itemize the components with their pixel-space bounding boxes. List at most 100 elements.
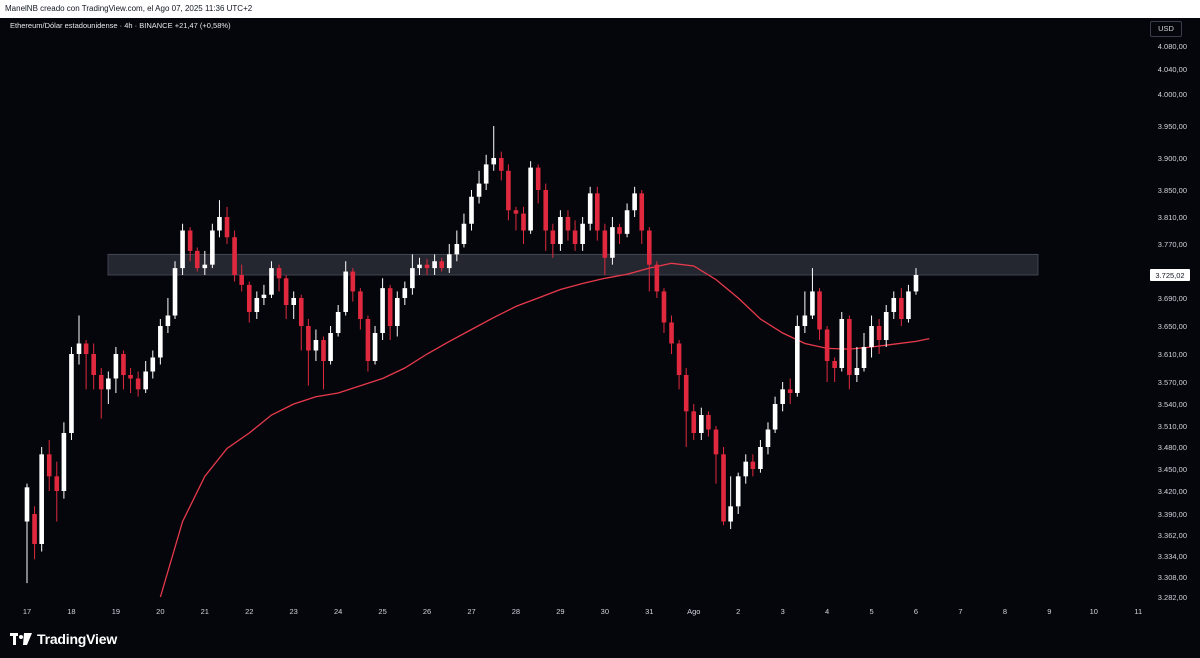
candle-down	[647, 230, 652, 265]
candle-down	[787, 389, 793, 393]
candle-down	[617, 227, 622, 234]
time-axis-label: 5	[869, 607, 873, 616]
candle-up	[39, 454, 44, 544]
candle-down	[365, 319, 371, 361]
time-axis-label: 3	[781, 607, 785, 616]
candle-up	[735, 476, 741, 507]
candle-down	[706, 415, 711, 430]
time-axis-label: 17	[23, 607, 31, 616]
candle-down	[276, 268, 282, 279]
candle-up	[810, 291, 815, 316]
candle-up	[772, 404, 778, 430]
candle-down	[683, 375, 689, 412]
candle-up	[202, 264, 208, 269]
candle-down	[194, 250, 200, 269]
time-axis-label: 24	[334, 607, 342, 616]
price-axis-label: 3.540,00	[1158, 400, 1187, 409]
candle-down	[46, 454, 52, 477]
candle-up	[795, 326, 800, 393]
candle-down	[358, 291, 363, 319]
candle-up	[891, 298, 897, 312]
time-axis-label: 27	[467, 607, 475, 616]
time-axis-label: 18	[67, 607, 75, 616]
price-axis-label: 3.900,00	[1158, 154, 1187, 163]
candle-up	[580, 223, 585, 244]
candle-down	[54, 476, 60, 491]
candle-down	[350, 271, 356, 292]
candle-down	[32, 514, 37, 544]
candle-up	[906, 291, 911, 319]
candle-up	[913, 275, 919, 292]
price-axis-label: 3.570,00	[1158, 378, 1187, 387]
candle-up	[839, 319, 845, 368]
candle-up	[113, 354, 119, 379]
price-axis-label: 3.308,00	[1158, 573, 1187, 582]
time-axis-label: 6	[914, 607, 918, 616]
price-axis-label: 4.040,00	[1158, 65, 1187, 74]
candle-down	[847, 319, 852, 375]
candle-down	[565, 217, 571, 231]
candle-up	[410, 268, 415, 289]
price-axis-label: 4.000,00	[1158, 90, 1187, 99]
candle-up	[402, 288, 408, 298]
candle-down	[572, 230, 578, 244]
candle-down	[676, 343, 682, 375]
time-axis-label: 7	[958, 607, 962, 616]
candle-up	[476, 183, 482, 197]
candle-up	[210, 230, 215, 265]
candle-down	[387, 288, 393, 326]
time-axis-label: 22	[245, 607, 253, 616]
moving-average-line	[159, 262, 930, 598]
candle-up	[728, 506, 733, 522]
time-axis-label: 4	[825, 607, 829, 616]
candle-up	[802, 315, 808, 326]
candle-up	[24, 487, 30, 522]
time-axis-label: 23	[290, 607, 298, 616]
candle-down	[128, 375, 133, 379]
candle-up	[261, 294, 267, 298]
candle-up	[269, 268, 274, 295]
candle-up	[172, 268, 178, 316]
price-axis-label: 3.690,00	[1158, 294, 1187, 303]
candle-down	[498, 158, 504, 171]
candle-down	[543, 190, 549, 231]
candle-up	[446, 254, 452, 269]
price-axis-label: 3.334,00	[1158, 552, 1187, 561]
candle-up	[394, 298, 400, 326]
candle-down	[506, 170, 511, 211]
price-axis-label: 3.950,00	[1158, 122, 1187, 131]
time-axis-label: 20	[156, 607, 164, 616]
candle-up	[861, 347, 867, 368]
candle-up	[854, 368, 860, 375]
tradingview-logo[interactable]: TradingView	[10, 629, 117, 649]
price-axis-label: 3.510,00	[1158, 422, 1187, 431]
candle-up	[313, 340, 319, 351]
chart-area[interactable]: 4.080,00 4.040,00 4.000,00 3.950,00 3.900,00…	[0, 18, 1200, 622]
candle-up	[150, 357, 156, 372]
candlestick-chart[interactable]: 4.080,00 4.040,00 4.000,00 3.950,00 3.900,00…	[0, 18, 1200, 622]
candle-up	[380, 288, 385, 333]
candle-down	[321, 340, 326, 361]
candle-down	[521, 213, 526, 231]
candle-up	[758, 447, 763, 469]
time-axis-label: 9	[1047, 607, 1051, 616]
price-axis-label: 4.080,00	[1158, 42, 1187, 51]
candle-up	[343, 271, 349, 312]
time-axis-label: 26	[423, 607, 431, 616]
candle-up	[528, 167, 533, 231]
candle-up	[558, 217, 563, 244]
time-axis-label: 19	[112, 607, 120, 616]
candle-down	[135, 378, 141, 390]
candle-down	[246, 284, 252, 312]
price-axis-label: 3.650,00	[1158, 322, 1187, 331]
candle-up	[469, 196, 474, 224]
candle-down	[876, 326, 882, 340]
candle-down	[661, 291, 667, 323]
candle-up	[165, 315, 171, 326]
price-axis-label: 3.810,00	[1158, 213, 1187, 222]
currency-button[interactable]: USD	[1150, 21, 1182, 37]
candle-down	[83, 343, 89, 354]
candle-down	[899, 298, 904, 319]
candle-down	[535, 167, 541, 190]
candle-up	[61, 433, 67, 491]
